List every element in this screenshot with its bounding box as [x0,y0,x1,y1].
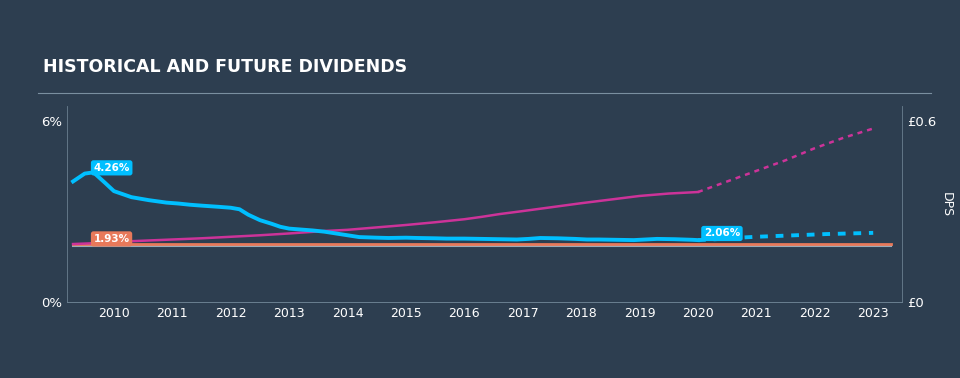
Text: 4.26%: 4.26% [93,163,130,173]
Text: 1.93%: 1.93% [93,234,130,244]
Y-axis label: DPS: DPS [940,192,953,217]
Legend: REL yield, REL annual DPS, Professional Services, Market: REL yield, REL annual DPS, Professional … [246,375,724,378]
Text: 2.06%: 2.06% [704,228,740,239]
Text: HISTORICAL AND FUTURE DIVIDENDS: HISTORICAL AND FUTURE DIVIDENDS [43,57,407,76]
